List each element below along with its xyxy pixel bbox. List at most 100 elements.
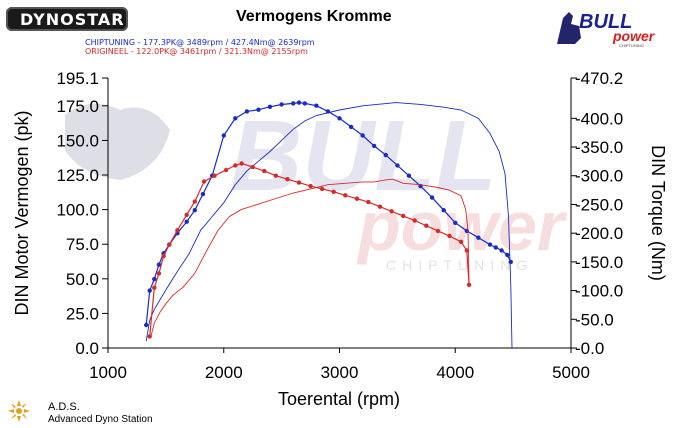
x-tick-label: 3000	[321, 363, 359, 382]
origineel-torque-point	[156, 271, 162, 276]
origineel-torque-point	[458, 239, 464, 244]
chiptuning-torque-point	[244, 109, 250, 114]
origineel-torque-line	[149, 162, 470, 337]
watermark-bull-text: BULL	[230, 100, 497, 212]
bull-silhouette-icon	[557, 12, 581, 44]
right-tick-label: -0.0	[575, 339, 604, 358]
chiptuning-torque-point	[395, 163, 400, 168]
x-tick-label: 2000	[205, 363, 243, 382]
left-tick-label: 75.0	[66, 235, 99, 254]
right-tick-label: -50.0	[575, 310, 614, 329]
right-axis-label: DIN Torque (Nm)	[648, 145, 668, 281]
origineel-torque-point	[175, 228, 180, 233]
series-group	[144, 100, 513, 349]
left-tick-label: 0.0	[75, 339, 99, 358]
power-logo-word: power	[612, 28, 656, 44]
chiptuning-torque-point	[147, 288, 152, 293]
chiptuning-torque-point	[383, 152, 388, 158]
chiptuning-torque-point	[406, 173, 412, 178]
chiptuning-torque-point	[291, 101, 296, 106]
chiptuning-torque-point	[156, 262, 162, 267]
origineel-torque-point	[273, 173, 278, 178]
origineel-torque-point	[424, 223, 429, 228]
origineel-torque-point	[377, 204, 383, 209]
chiptuning-torque-point	[184, 219, 189, 224]
chiptuning-torque-point	[296, 100, 302, 105]
dynostar-logo: DYNOSTAR	[6, 7, 128, 31]
chiptuning-torque-point	[302, 101, 307, 106]
watermark-chiptuning-text: CHIPTUNING	[386, 257, 533, 273]
chiptuning-torque-point	[493, 245, 498, 250]
origineel-power-line	[150, 178, 470, 338]
origineel-torque-point	[412, 218, 417, 223]
right-tick-label: -400.0	[575, 109, 623, 128]
origineel-torque-point	[223, 167, 229, 173]
chiptuning-torque-point	[429, 195, 435, 200]
x-tick-label: 1000	[89, 363, 127, 382]
legend-entry-origineel: ORIGINEEL - 122.0PK@ 3461rpm / 321.3Nm@ …	[85, 47, 308, 56]
origineel-torque-point	[401, 213, 406, 219]
left-tick-label: 125.0	[56, 166, 99, 185]
watermark: BULL power CHIPTUNING	[65, 100, 568, 273]
left-axis-label: DIN Motor Vermogen (pk)	[12, 110, 32, 315]
origineel-torque-point	[343, 193, 348, 198]
left-tick-label: 195.1	[56, 69, 99, 88]
chiptuning-torque-point	[348, 124, 354, 130]
left-tick-label: 175.0	[56, 97, 99, 116]
chiptuning-torque-point	[144, 322, 149, 328]
chiptuning-torque-point	[221, 133, 226, 138]
right-tick-label: -300.0	[575, 167, 623, 186]
chiptuning-torque-point	[192, 208, 197, 213]
origineel-torque-point	[308, 183, 313, 189]
right-tick-label: -200.0	[575, 224, 623, 243]
chiptuning-torque-point	[476, 235, 481, 240]
origineel-torque-point	[233, 163, 238, 168]
chiptuning-torque-point	[453, 220, 458, 225]
bull-logo-word: BULL	[579, 11, 632, 33]
ads-logo-icon	[8, 400, 30, 422]
origineel-torque-point	[296, 180, 302, 185]
chiptuning-torque-point	[267, 104, 273, 110]
x-tick-label: 5000	[552, 363, 590, 382]
chiptuning-torque-line	[145, 101, 512, 326]
right-tick-label: -350.0	[575, 138, 623, 157]
chiptuning-torque-point	[505, 252, 510, 258]
x-axis-label: Toerental (rpm)	[278, 389, 400, 409]
origineel-torque-point	[250, 164, 255, 170]
origineel-torque-point	[319, 186, 325, 192]
axis-ticks: 1000 2000 3000 4000 5000 0.0 25.0 50.0 75.0 100.0…	[56, 69, 623, 382]
origineel-torque-point	[262, 168, 267, 174]
right-tick-label: -100.0	[575, 282, 623, 301]
chiptuning-torque-point	[441, 208, 446, 213]
brand-logo-sub: CHIPTUNING	[619, 43, 644, 48]
watermark-power-text: power	[356, 187, 568, 265]
chiptuning-torque-point	[200, 191, 206, 197]
origineel-torque-point	[464, 248, 469, 253]
origineel-torque-point	[201, 179, 207, 184]
station-description: Advanced Dyno Station	[48, 414, 153, 425]
x-tick-label: 4000	[436, 363, 474, 382]
chiptuning-torque-point	[314, 103, 319, 108]
origineel-torque-point	[161, 253, 166, 259]
chiptuning-power-line	[145, 102, 513, 349]
origineel-torque-point	[435, 228, 441, 234]
dynostar-logo-text: DYNOSTAR	[20, 10, 125, 29]
right-tick-label: -150.0	[575, 253, 623, 272]
chiptuning-torque-point	[256, 107, 261, 112]
chiptuning-torque-point	[372, 143, 377, 149]
origineel-torque-point	[366, 199, 371, 205]
bull-watermark-icon	[65, 103, 170, 180]
origineel-torque-point	[331, 189, 336, 194]
right-tick-label: -250.0	[575, 195, 623, 214]
legend-entry-chiptuning: CHIPTUNING - 177.3PK@ 3489rpm / 427.4Nm@…	[85, 38, 315, 47]
chiptuning-torque-point	[279, 102, 284, 107]
chiptuning-torque-point	[233, 116, 238, 121]
right-tick-label: -470.2	[575, 69, 623, 88]
origineel-torque-point	[184, 212, 189, 217]
origineel-torque-point	[192, 199, 197, 204]
origineel-torque-point	[239, 161, 244, 166]
left-tick-label: 25.0	[66, 304, 99, 323]
left-tick-label: 150.0	[56, 131, 99, 150]
chiptuning-torque-point	[499, 248, 504, 253]
